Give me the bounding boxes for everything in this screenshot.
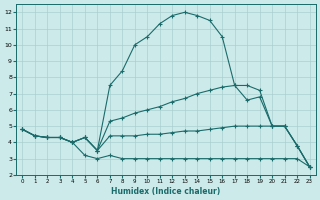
X-axis label: Humidex (Indice chaleur): Humidex (Indice chaleur) [111, 187, 221, 196]
